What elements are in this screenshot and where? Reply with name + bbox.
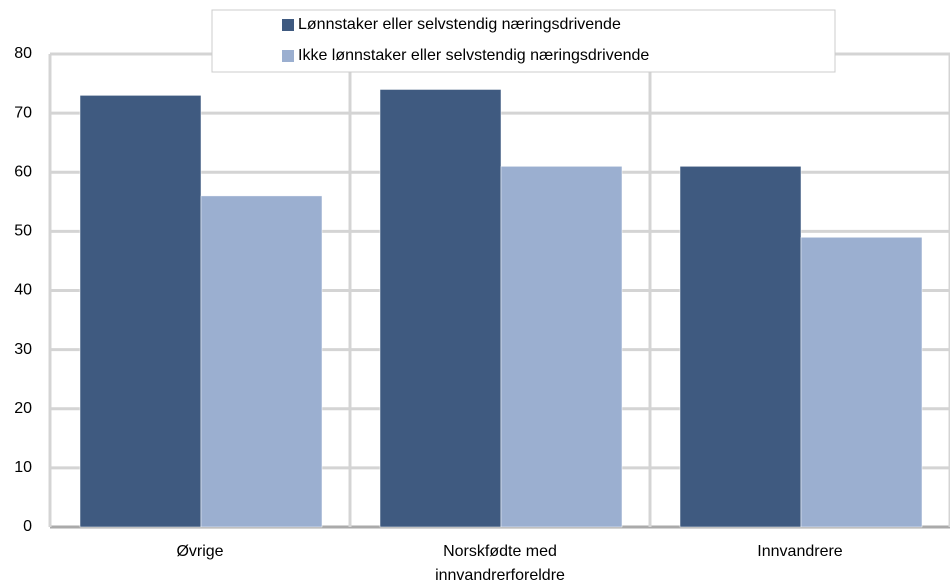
x-tick-label: Innvandrere bbox=[757, 543, 843, 560]
bar bbox=[500, 166, 623, 528]
y-tick-label: 20 bbox=[14, 400, 32, 417]
x-tick-label: Øvrige bbox=[176, 543, 224, 560]
legend-swatch bbox=[282, 50, 294, 62]
y-tick-label: 80 bbox=[14, 45, 32, 62]
y-tick-label: 30 bbox=[14, 341, 32, 358]
y-tick-label: 50 bbox=[14, 223, 32, 240]
y-tick-label: 10 bbox=[14, 459, 32, 476]
y-tick-label: 0 bbox=[23, 518, 32, 535]
bar bbox=[679, 166, 802, 528]
legend-swatch bbox=[282, 19, 294, 31]
y-tick-label: 40 bbox=[14, 282, 32, 299]
legend-label: Ikke lønnstaker eller selvstendig næring… bbox=[298, 47, 649, 64]
legend: Lønnstaker eller selvstendig næringsdriv… bbox=[211, 9, 836, 73]
y-tick-label: 70 bbox=[14, 104, 32, 121]
bar bbox=[800, 237, 923, 528]
bar bbox=[379, 89, 502, 528]
y-tick-label: 60 bbox=[14, 163, 32, 180]
bar bbox=[79, 95, 202, 528]
x-tick-label: Norskfødte med innvandrerforeldre bbox=[435, 543, 565, 584]
legend-label: Lønnstaker eller selvstendig næringsdriv… bbox=[298, 16, 621, 33]
bar bbox=[200, 195, 323, 528]
legend-box bbox=[211, 9, 836, 73]
